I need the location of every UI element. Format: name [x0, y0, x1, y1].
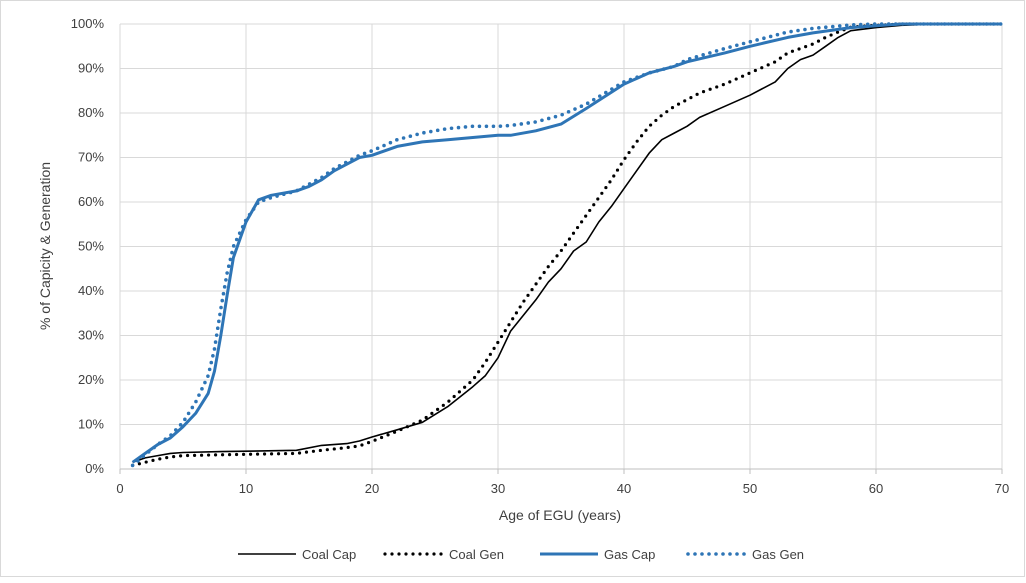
- series-line-gas-gen: [130, 22, 1004, 468]
- x-tick-label: 20: [365, 481, 379, 496]
- x-tick-label: 10: [239, 481, 253, 496]
- series-line-coal-cap: [132, 23, 1002, 464]
- x-tick-label: 50: [743, 481, 757, 496]
- series-lines: [130, 22, 1004, 468]
- y-tick-label: 40%: [78, 283, 104, 298]
- legend-label: Gas Gen: [752, 547, 804, 562]
- x-tick-label: 60: [869, 481, 883, 496]
- x-tick-label: 30: [491, 481, 505, 496]
- y-tick-label: 30%: [78, 328, 104, 343]
- y-tick-label: 20%: [78, 372, 104, 387]
- legend-label: Coal Gen: [449, 547, 504, 562]
- x-tick-label: 0: [116, 481, 123, 496]
- legend-label: Gas Cap: [604, 547, 655, 562]
- y-tick-label: 90%: [78, 61, 104, 76]
- y-tick-label: 60%: [78, 194, 104, 209]
- y-tick-label: 100%: [71, 16, 105, 31]
- x-axis-title: Age of EGU (years): [499, 507, 621, 523]
- series-line-coal-gen: [131, 22, 1004, 467]
- y-tick-label: 10%: [78, 417, 104, 432]
- axes: 0% 10% 20% 30% 40% 50% 60% 70% 80% 90% 100% 0 10 20 30…: [71, 16, 1009, 496]
- y-tick-label: 50%: [78, 239, 104, 254]
- y-tick-label: 80%: [78, 105, 104, 120]
- y-tick-label: 70%: [78, 150, 104, 165]
- legend: Coal Cap Coal Gen Gas Cap Gas Gen: [238, 547, 804, 562]
- series-line-gas-cap: [131, 22, 1002, 464]
- x-tick-label: 70: [995, 481, 1009, 496]
- y-tick-label: 0%: [85, 461, 104, 476]
- legend-label: Coal Cap: [302, 547, 356, 562]
- y-axis-title: % of Capicity & Generation: [37, 162, 53, 330]
- x-tick-label: 40: [617, 481, 631, 496]
